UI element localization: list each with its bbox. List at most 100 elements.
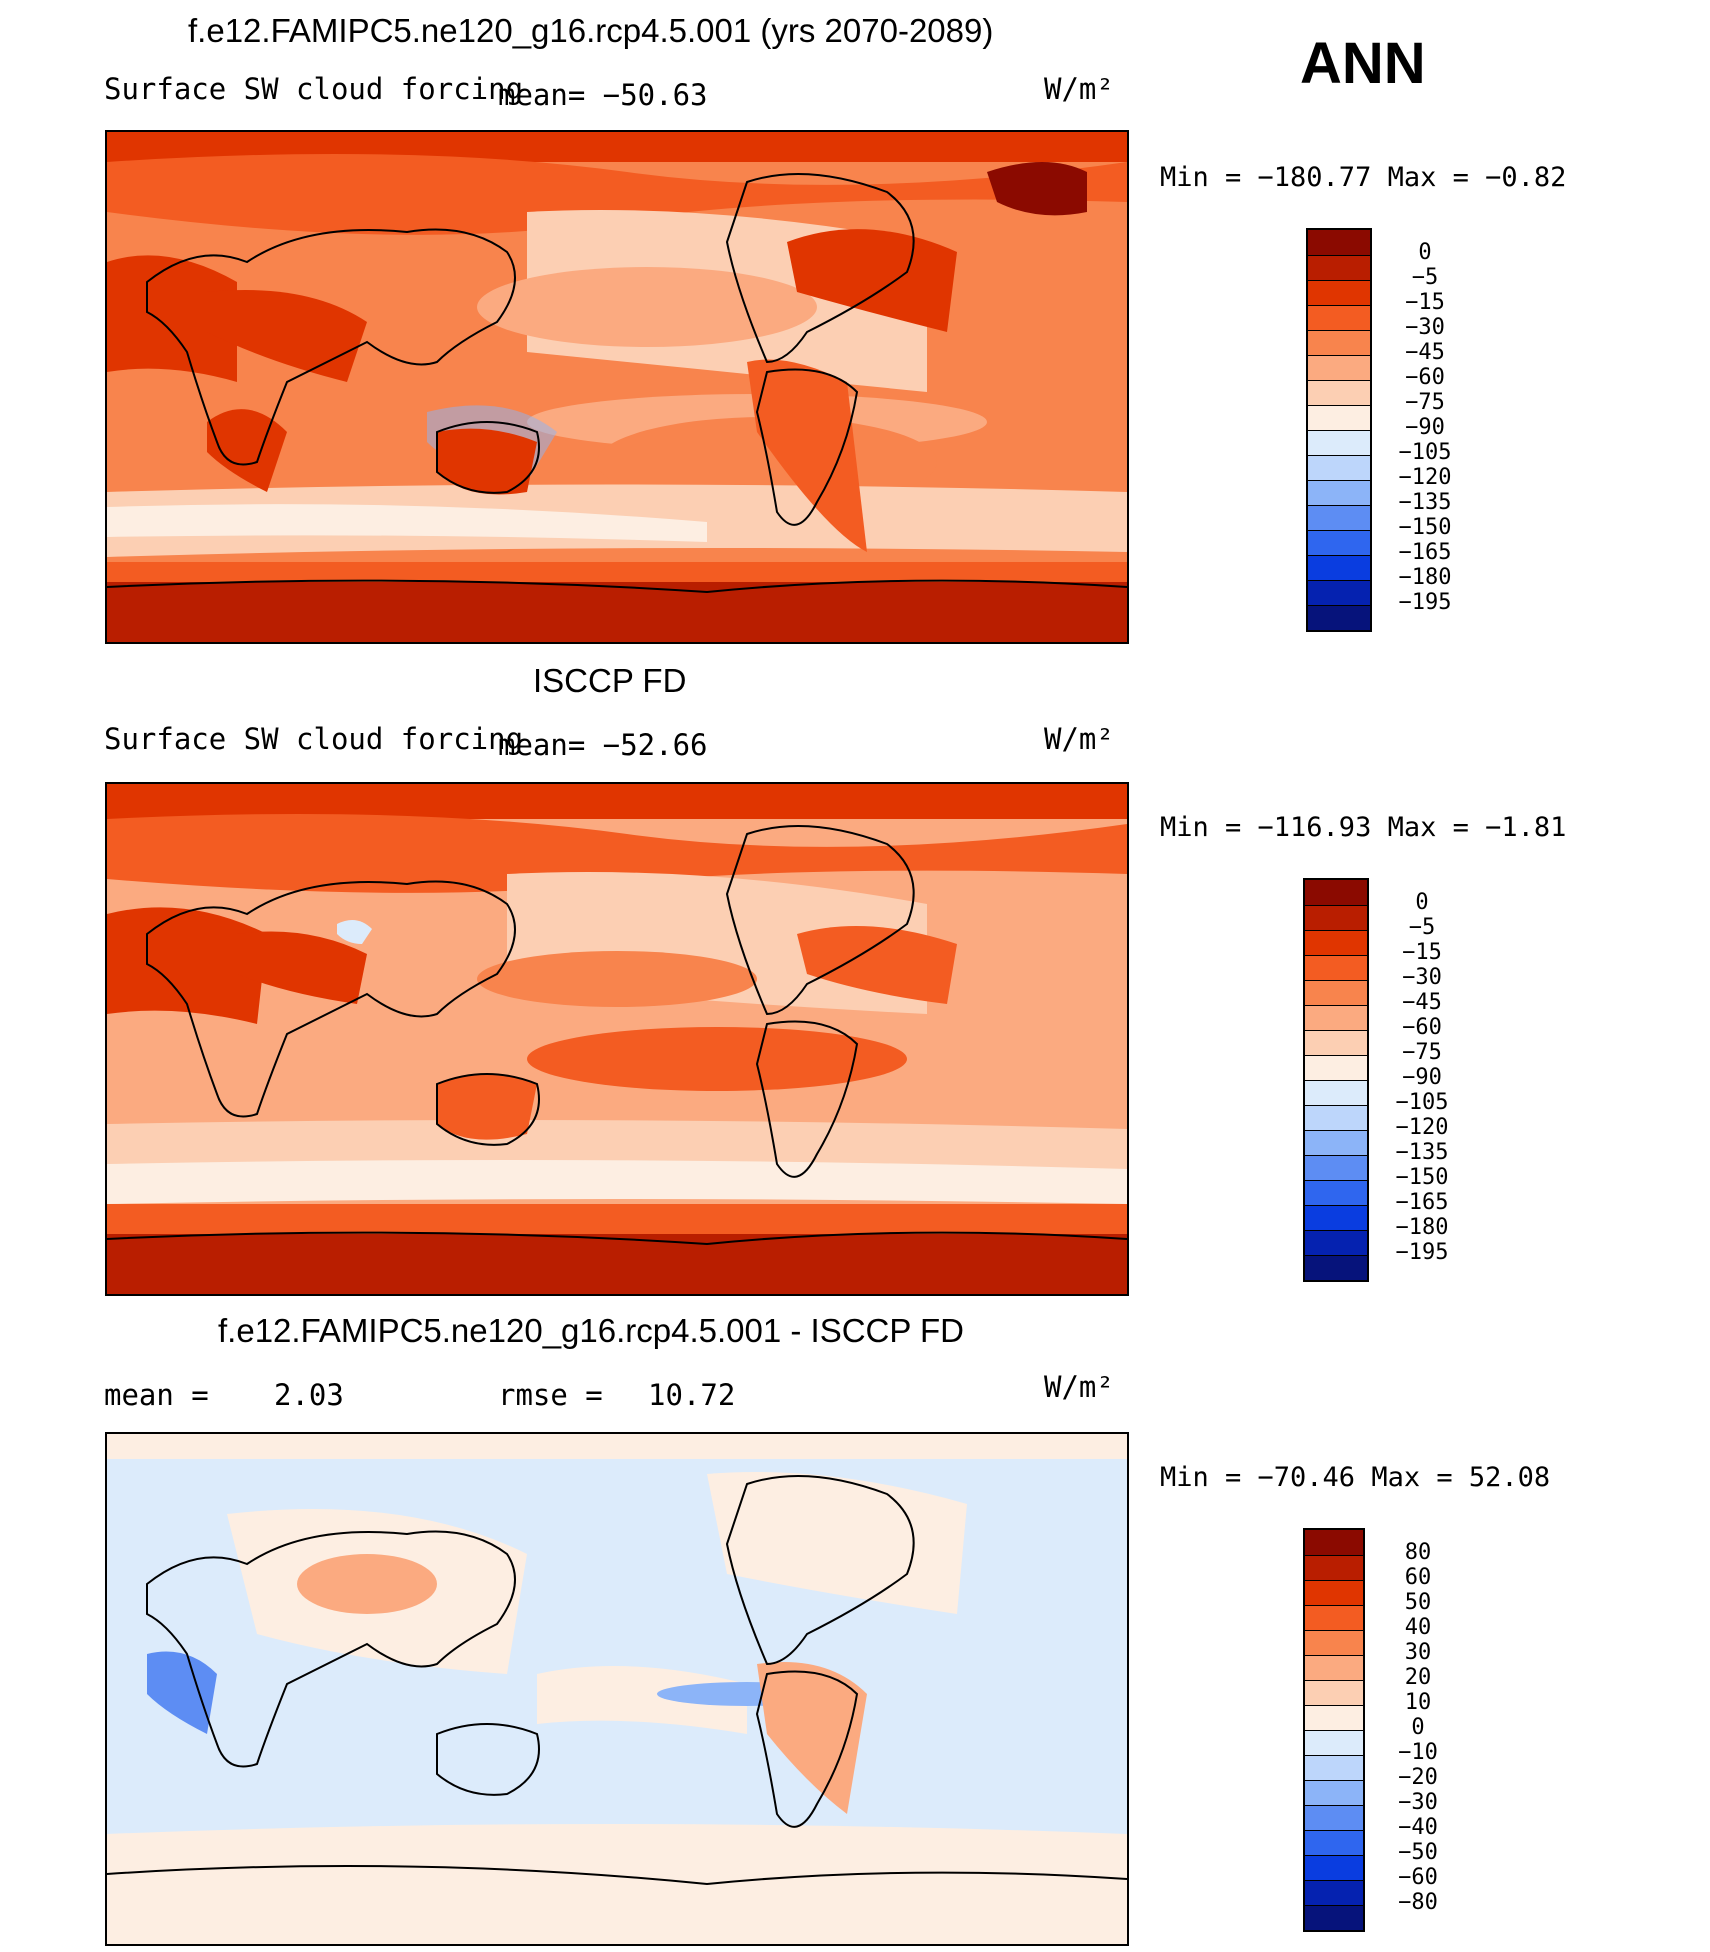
field-north-america <box>797 926 957 1004</box>
colorbar-swatch <box>1308 605 1370 630</box>
field-asia <box>237 931 367 1004</box>
colorbar-tick-label: −75 <box>1405 390 1445 415</box>
colorbar-tick-label: −75 <box>1402 1040 1442 1065</box>
field-antarctic <box>107 1234 1127 1294</box>
panel1-title: f.e12.FAMIPC5.ne120_g16.rcp4.5.001 (yrs … <box>188 12 994 49</box>
colorbar-swatch <box>1305 1880 1363 1905</box>
field-antarctic <box>107 582 1127 642</box>
colorbar-swatch <box>1308 455 1370 480</box>
colorbar-tick-label: −120 <box>1395 1115 1449 1140</box>
colorbar-tick-label: 20 <box>1404 1665 1432 1690</box>
colorbar-tick-label: −195 <box>1398 590 1452 615</box>
colorbar-tick-label: −120 <box>1398 465 1452 490</box>
coast-australia <box>436 1073 540 1146</box>
colorbar-swatch <box>1305 1080 1367 1105</box>
colorbar-tick-label: −10 <box>1398 1740 1438 1765</box>
field-north-america <box>787 229 957 332</box>
colorbar-tick-label: 80 <box>1404 1540 1432 1565</box>
panel1-subtitle: Surface SW cloud forcing <box>104 72 524 106</box>
panel1-minmax: Min = −180.77 Max = −0.82 <box>1160 162 1567 193</box>
colorbar-swatch <box>1305 1805 1363 1830</box>
field-tibet <box>337 920 372 944</box>
colorbar-swatch <box>1305 980 1367 1005</box>
field-pacific-blob <box>477 951 757 1007</box>
colorbar-tick-label: −195 <box>1395 1240 1449 1265</box>
panel1-units: W/m² <box>1044 72 1114 106</box>
colorbar-tick-label: −15 <box>1402 940 1442 965</box>
colorbar-swatch <box>1308 480 1370 505</box>
panel3-colorbar <box>1303 1528 1365 1932</box>
colorbar-swatch <box>1305 1780 1363 1805</box>
colorbar-tick-label: 0 <box>1415 890 1429 915</box>
colorbar-swatch <box>1305 905 1367 930</box>
colorbar-swatch <box>1305 1030 1367 1055</box>
field-band-south <box>107 562 1127 582</box>
field-asia <box>207 290 367 382</box>
coast-australia <box>436 1723 540 1796</box>
colorbar-tick-label: −180 <box>1395 1215 1449 1240</box>
field-greenland <box>987 162 1087 216</box>
coast-south-america <box>755 1670 859 1828</box>
colorbar-tick-label: 0 <box>1418 240 1432 265</box>
coast-antarctica <box>107 579 1127 594</box>
colorbar-swatch <box>1305 1830 1363 1855</box>
colorbar-tick-label: −150 <box>1395 1165 1449 1190</box>
coast-north-america <box>725 1475 915 1666</box>
colorbar-swatch <box>1308 405 1370 430</box>
colorbar-swatch <box>1305 1905 1363 1930</box>
colorbar-tick-label: −30 <box>1402 965 1442 990</box>
colorbar-tick-label: −90 <box>1402 1065 1442 1090</box>
colorbar-swatch <box>1305 1705 1363 1730</box>
colorbar-swatch <box>1305 1555 1363 1580</box>
colorbar-tick-label: 30 <box>1404 1640 1432 1665</box>
panel1-map <box>105 130 1129 644</box>
colorbar-tick-label: −30 <box>1398 1790 1438 1815</box>
colorbar-swatch <box>1305 955 1367 980</box>
colorbar-swatch <box>1308 330 1370 355</box>
colorbar-tick-label: −165 <box>1395 1190 1449 1215</box>
panel3-rmse-value: 10.72 <box>648 1378 736 1412</box>
field-band-south <box>107 1824 1127 1944</box>
field-australia <box>437 1074 537 1140</box>
colorbar-swatch <box>1305 1155 1367 1180</box>
field-band-north <box>107 814 1127 893</box>
colorbar-tick-label: −105 <box>1395 1090 1449 1115</box>
colorbar-swatch <box>1305 930 1367 955</box>
panel3-rmse-label: rmse = <box>498 1378 603 1412</box>
colorbar-tick-label: −60 <box>1405 365 1445 390</box>
colorbar-swatch <box>1305 1055 1367 1080</box>
coast-north-america <box>725 825 915 1016</box>
colorbar-tick-label: −80 <box>1398 1890 1438 1915</box>
field-pacific-blob <box>477 267 817 347</box>
colorbar-swatch <box>1305 1255 1367 1280</box>
colorbar-swatch <box>1305 1230 1367 1255</box>
panel1-colorbar <box>1306 228 1372 632</box>
coast-eurasia-africa <box>146 228 516 466</box>
colorbar-tick-label: 0 <box>1411 1715 1425 1740</box>
panel3-minmax: Min = −70.46 Max = 52.08 <box>1160 1462 1551 1493</box>
colorbar-tick-label: −15 <box>1405 290 1445 315</box>
colorbar-tick-label: −165 <box>1398 540 1452 565</box>
panel2-map-svg <box>107 784 1127 1294</box>
colorbar-tick-label: −60 <box>1398 1865 1438 1890</box>
colorbar-tick-label: 60 <box>1404 1565 1432 1590</box>
coast-antarctica <box>107 1865 1127 1886</box>
colorbar-swatch <box>1308 305 1370 330</box>
colorbar-swatch <box>1305 1630 1363 1655</box>
colorbar-swatch <box>1308 430 1370 455</box>
colorbar-swatch <box>1305 1130 1367 1155</box>
colorbar-swatch <box>1308 230 1370 255</box>
coast-north-america <box>725 173 915 364</box>
colorbar-swatch <box>1308 280 1370 305</box>
colorbar-swatch <box>1308 255 1370 280</box>
panel2-units: W/m² <box>1044 722 1114 756</box>
panel3-mean-label: mean = <box>104 1378 209 1412</box>
field-south-america <box>747 359 867 552</box>
panel3-title: f.e12.FAMIPC5.ne120_g16.rcp4.5.001 - ISC… <box>218 1312 964 1349</box>
panel3-mean-value: 2.03 <box>274 1378 344 1412</box>
colorbar-tick-label: −45 <box>1402 990 1442 1015</box>
colorbar-swatch <box>1305 1605 1363 1630</box>
panel1-mean: mean= −50.63 <box>498 78 708 112</box>
field-africa-neg <box>147 1651 217 1734</box>
colorbar-tick-label: −30 <box>1405 315 1445 340</box>
